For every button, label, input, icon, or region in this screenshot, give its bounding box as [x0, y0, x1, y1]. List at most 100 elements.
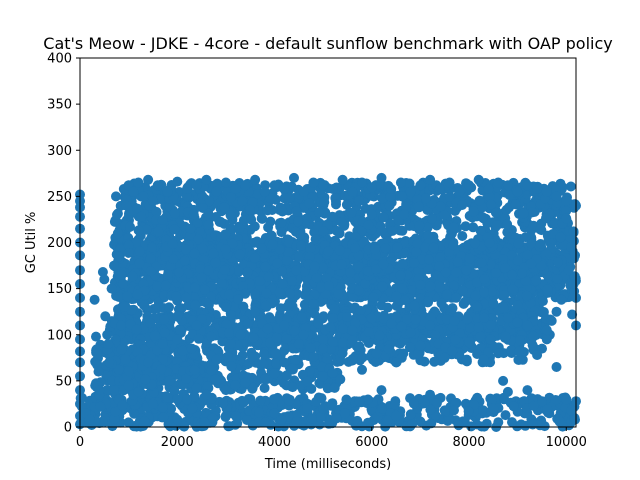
- data-point: [464, 337, 474, 348]
- data-point: [187, 403, 198, 414]
- data-point: [415, 180, 426, 191]
- data-point: [89, 294, 100, 305]
- data-point: [410, 314, 421, 325]
- data-point: [374, 330, 385, 341]
- data-point: [561, 206, 572, 216]
- data-point: [485, 334, 496, 345]
- data-point: [286, 181, 297, 192]
- data-point: [250, 174, 261, 185]
- data-point: [230, 419, 241, 430]
- data-point: [491, 268, 502, 278]
- data-point: [276, 217, 287, 228]
- data-point: [118, 278, 128, 289]
- data-point: [158, 412, 169, 423]
- data-point: [415, 279, 426, 290]
- data-point: [240, 180, 251, 191]
- data-point: [164, 302, 174, 313]
- data-point: [487, 286, 498, 297]
- data-point: [271, 332, 282, 343]
- data-point: [182, 184, 192, 194]
- data-point: [453, 420, 464, 431]
- data-point: [385, 191, 396, 202]
- data-point: [386, 318, 397, 329]
- data-point: [462, 314, 473, 324]
- y-tick-label: 100: [47, 328, 72, 343]
- data-point: [334, 228, 345, 239]
- data-point: [537, 396, 547, 407]
- data-point: [461, 354, 472, 365]
- data-point: [405, 186, 416, 197]
- data-point: [218, 398, 229, 409]
- data-point: [123, 366, 134, 377]
- data-point: [461, 265, 472, 276]
- data-point: [138, 191, 149, 202]
- data-point: [111, 191, 121, 202]
- data-point: [230, 380, 241, 391]
- data-point: [449, 315, 460, 326]
- data-point: [454, 186, 465, 197]
- data-point: [113, 251, 124, 262]
- data-point: [258, 359, 269, 370]
- data-point: [109, 260, 119, 271]
- data-point: [411, 247, 422, 258]
- data-point: [246, 214, 257, 225]
- data-point: [484, 191, 495, 202]
- data-point: [339, 408, 350, 419]
- data-point: [147, 398, 158, 409]
- data-point: [436, 298, 447, 309]
- data-point: [133, 386, 144, 397]
- data-point: [162, 392, 173, 403]
- data-point: [152, 180, 163, 191]
- data-point: [486, 199, 497, 210]
- data-point: [237, 196, 248, 207]
- data-point: [163, 269, 173, 280]
- data-point: [281, 370, 292, 381]
- data-point: [448, 240, 459, 251]
- data-point: [190, 300, 201, 311]
- data-point: [93, 366, 104, 377]
- data-point: [329, 303, 340, 314]
- data-point: [521, 290, 532, 301]
- data-point: [422, 222, 433, 233]
- y-tick-label: 150: [47, 282, 72, 297]
- data-point: [284, 395, 295, 406]
- y-tick-label: 400: [47, 52, 72, 67]
- data-point: [493, 177, 504, 188]
- data-point: [294, 251, 305, 262]
- data-point: [92, 348, 102, 359]
- data-point: [391, 291, 402, 302]
- data-point: [435, 201, 446, 212]
- data-point: [250, 288, 260, 299]
- data-point: [263, 272, 274, 282]
- data-point: [308, 351, 319, 362]
- data-point: [325, 322, 336, 332]
- data-point: [434, 184, 445, 194]
- data-point: [522, 249, 533, 260]
- data-point: [147, 196, 158, 206]
- x-tick-label: 0: [76, 435, 84, 450]
- data-point: [363, 327, 374, 337]
- data-point: [265, 216, 276, 227]
- data-point: [551, 191, 562, 202]
- data-point: [269, 408, 280, 419]
- data-point: [254, 407, 265, 418]
- data-point: [255, 395, 266, 406]
- data-point: [405, 409, 416, 420]
- data-point: [318, 343, 329, 354]
- data-point: [203, 208, 214, 219]
- data-point: [166, 403, 177, 414]
- data-point: [201, 174, 212, 185]
- data-point: [502, 313, 513, 324]
- data-point: [451, 267, 462, 278]
- data-point: [293, 216, 304, 227]
- data-point: [535, 224, 546, 235]
- data-point: [395, 177, 406, 188]
- data-point: [132, 203, 143, 214]
- data-point: [561, 394, 572, 405]
- data-point: [259, 186, 270, 197]
- data-point: [485, 320, 496, 331]
- y-axis-label: GC Util %: [24, 212, 39, 274]
- data-point: [128, 186, 139, 197]
- data-point: [424, 254, 434, 265]
- data-point: [204, 196, 215, 207]
